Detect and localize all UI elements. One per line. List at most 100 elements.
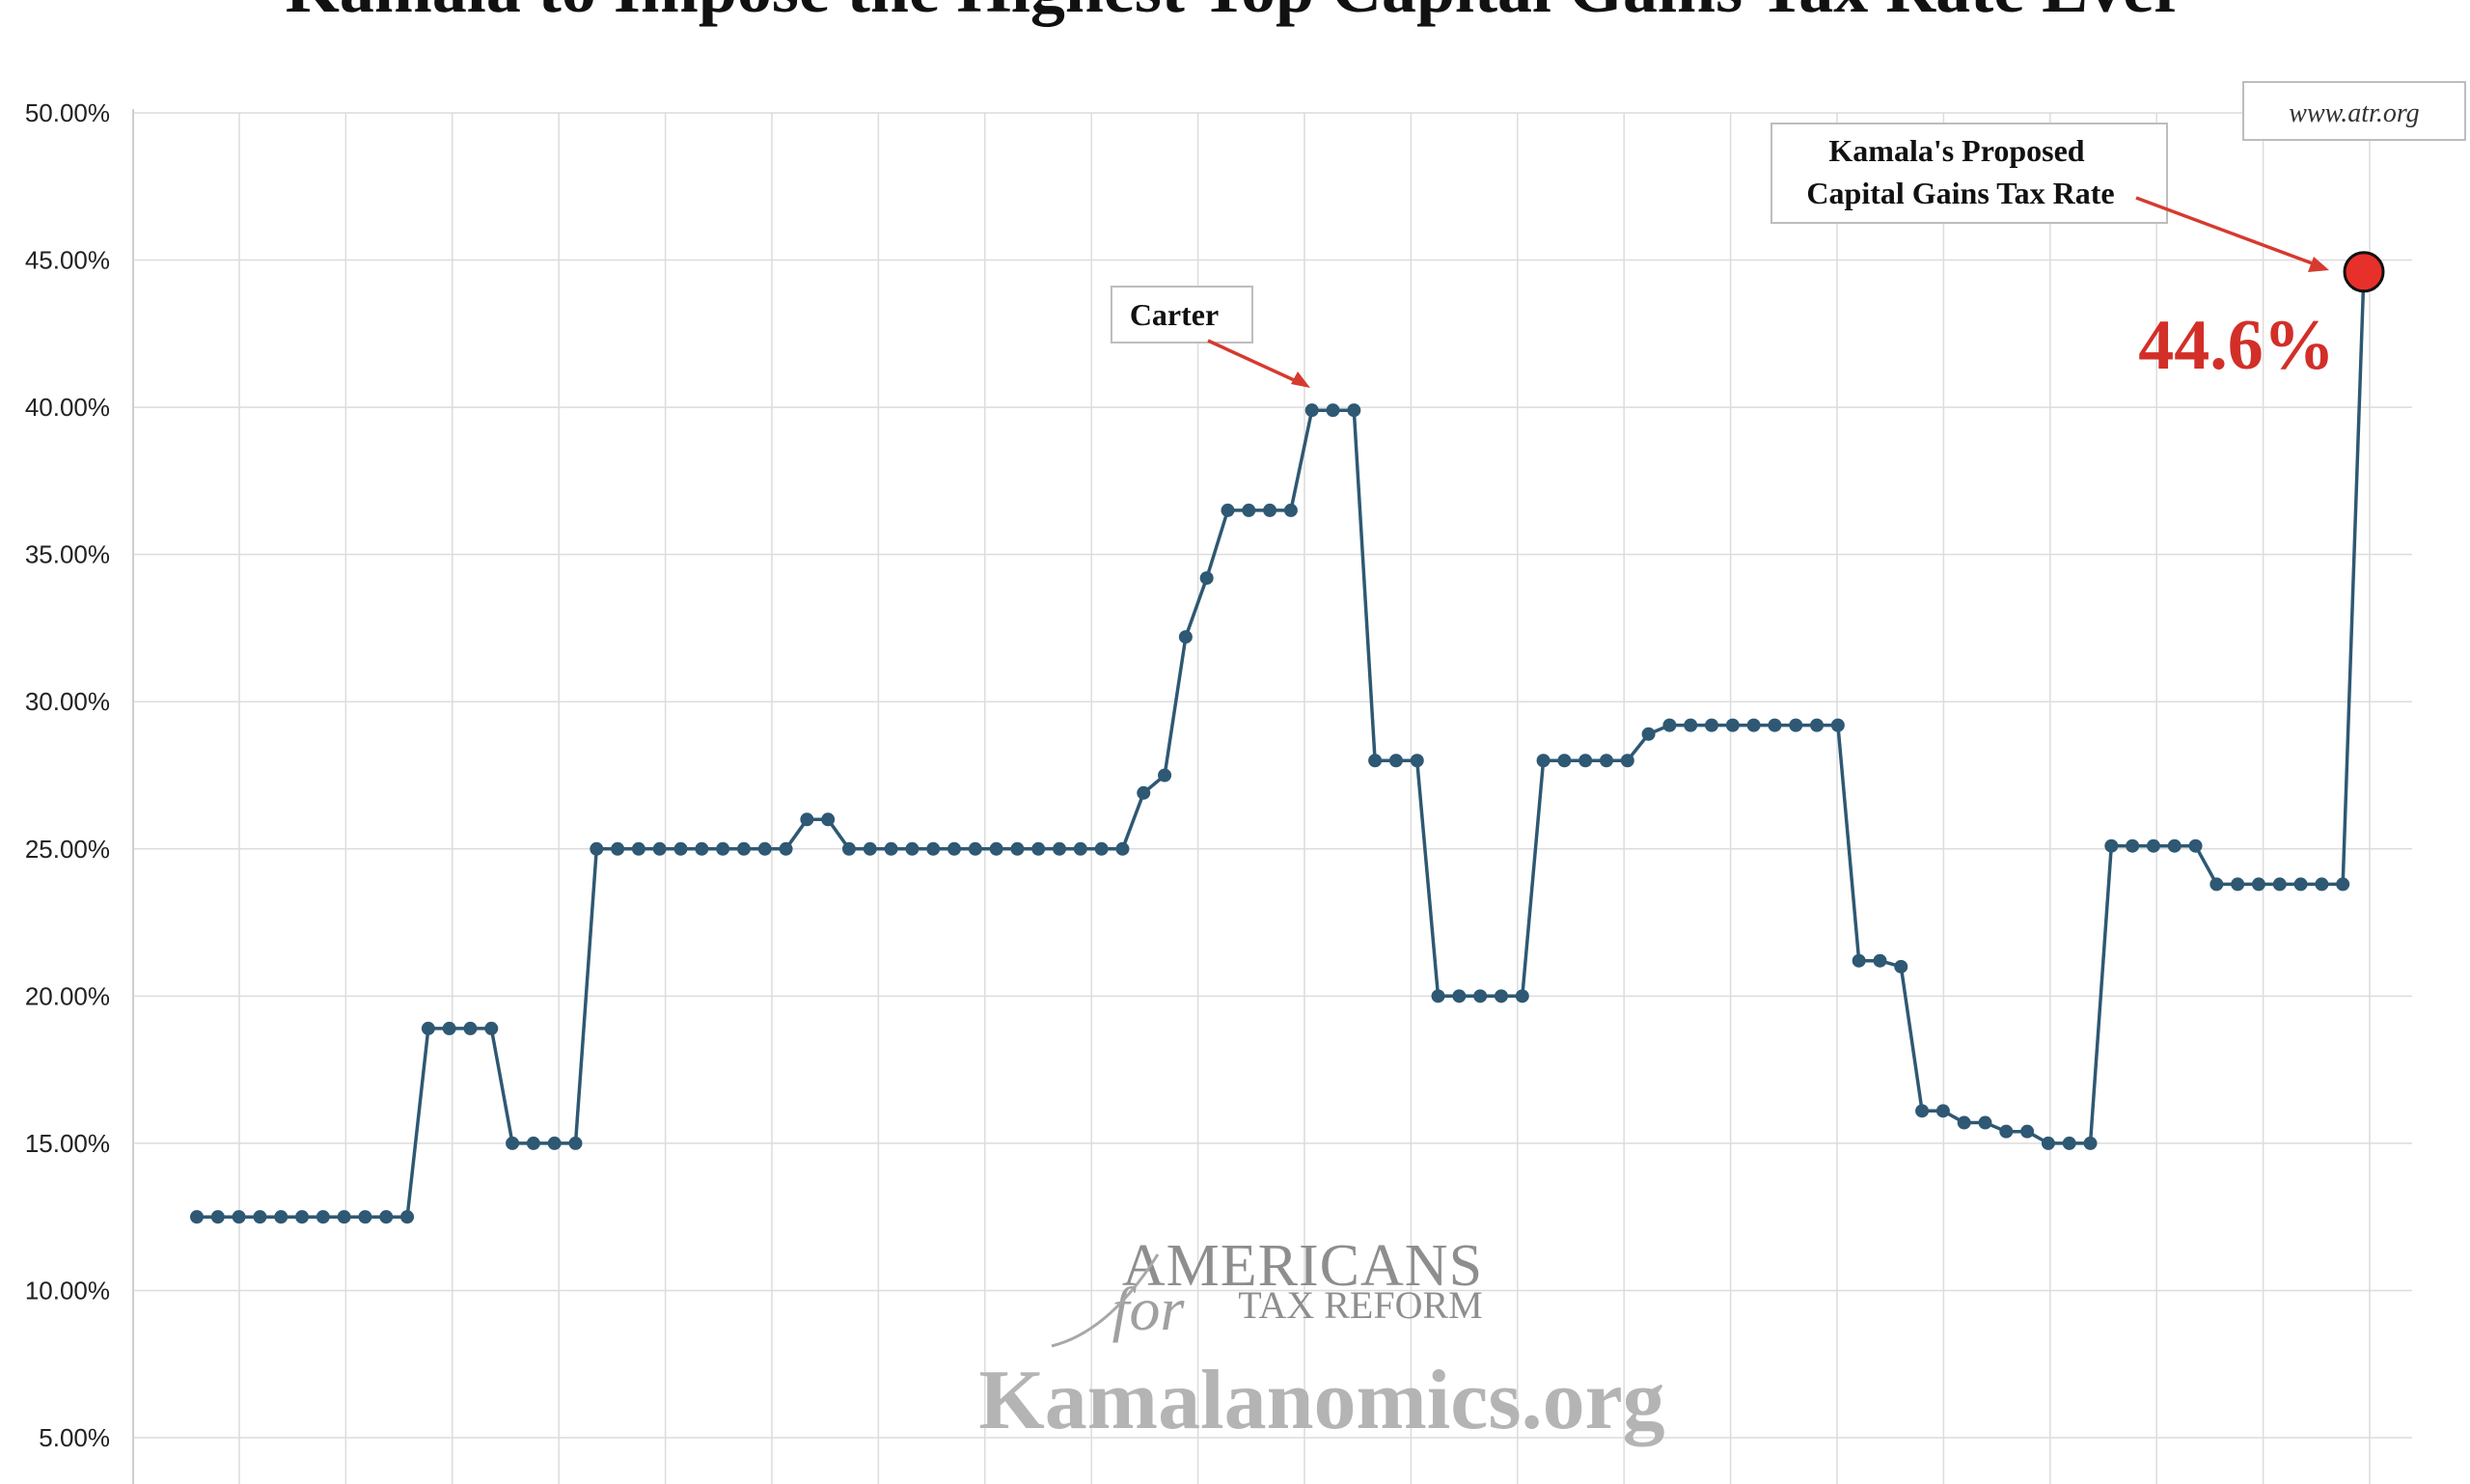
data-point — [2293, 877, 2308, 892]
data-point — [1978, 1115, 1992, 1130]
data-point — [1746, 718, 1761, 732]
data-point — [1810, 718, 1825, 732]
carter-annotation: Carter — [1111, 286, 1310, 388]
y-tick-label: 10.00% — [25, 1276, 110, 1305]
data-point — [526, 1136, 540, 1150]
data-point — [1557, 754, 1572, 768]
data-point — [2146, 838, 2160, 853]
data-point — [841, 841, 856, 856]
data-point — [190, 1210, 204, 1224]
y-tick-label: 35.00% — [25, 540, 110, 569]
data-point — [1935, 1104, 1950, 1118]
data-point — [1053, 841, 1067, 856]
data-point — [2315, 877, 2329, 892]
data-point — [1073, 841, 1087, 856]
data-point — [1725, 718, 1740, 732]
data-point — [1915, 1104, 1930, 1118]
data-point — [1388, 754, 1403, 768]
y-tick-label: 15.00% — [25, 1129, 110, 1158]
data-point — [1684, 718, 1698, 732]
chart-title: Kamala to Impose the Highest Top Capital… — [286, 0, 2184, 27]
data-point — [316, 1210, 330, 1224]
data-point — [2272, 877, 2287, 892]
data-point — [2167, 838, 2182, 853]
data-point — [1221, 503, 1235, 517]
watermark-logo: AMERICANS for TAX REFORM — [1051, 1233, 1483, 1348]
watermark-swash-icon — [1051, 1253, 1160, 1348]
data-point — [1957, 1115, 1971, 1130]
data-point — [1599, 754, 1613, 768]
data-point — [2062, 1136, 2076, 1150]
data-point — [1115, 841, 1130, 856]
proposed-box — [1770, 123, 2168, 224]
data-point — [1452, 989, 1467, 1003]
carter-arrow — [1207, 339, 1304, 386]
data-point — [884, 841, 898, 856]
data-point — [2336, 877, 2350, 892]
data-point — [611, 841, 625, 856]
carter-label: Carter — [1130, 297, 1219, 332]
data-point — [253, 1210, 267, 1224]
data-point — [2209, 877, 2224, 892]
data-point — [631, 841, 645, 856]
data-point — [1178, 630, 1193, 645]
data-point — [1263, 503, 1277, 517]
data-point — [673, 841, 688, 856]
data-point — [1283, 503, 1298, 517]
data-point — [1999, 1124, 2014, 1139]
data-point — [1894, 959, 1908, 974]
data-point — [1137, 785, 1151, 800]
data-point — [1789, 718, 1803, 732]
data-point — [1368, 754, 1383, 768]
proposed-value-label: 44.6% — [2138, 306, 2335, 385]
data-point — [1473, 989, 1488, 1003]
data-point — [2126, 838, 2140, 853]
data-point — [337, 1210, 351, 1224]
data-point — [1158, 768, 1172, 783]
y-tick-label: 45.00% — [25, 246, 110, 275]
data-point — [2231, 877, 2245, 892]
data-point — [295, 1210, 310, 1224]
watermark-org-subtitle: TAX REFORM — [1238, 1283, 1483, 1327]
data-point — [800, 812, 814, 827]
data-point — [590, 841, 604, 856]
data-point — [1515, 989, 1529, 1003]
data-point — [358, 1210, 372, 1224]
y-tick-label: 30.00% — [25, 687, 110, 716]
proposed-label-line2: Capital Gains Tax Rate — [1806, 176, 2114, 210]
y-tick-label: 5.00% — [39, 1423, 110, 1452]
proposed-label-line1: Kamala's Proposed — [1828, 133, 2084, 168]
data-point — [1326, 403, 1340, 418]
y-tick-label: 25.00% — [25, 835, 110, 864]
data-point — [442, 1021, 456, 1035]
data-point — [863, 841, 877, 856]
data-point — [716, 841, 730, 856]
data-point — [463, 1021, 478, 1035]
axis-layer: 5.00% 10.00% 15.00% 20.00% 25.00% 30.00% 35.00… — [25, 98, 134, 1484]
data-point — [1662, 718, 1677, 732]
data-point — [1873, 953, 1887, 968]
data-point — [210, 1210, 225, 1224]
data-point — [1242, 503, 1256, 517]
data-point — [1094, 841, 1109, 856]
data-point — [1410, 754, 1424, 768]
y-tick-label: 20.00% — [25, 981, 110, 1010]
data-point — [484, 1021, 499, 1035]
proposed-annotation: Kamala's Proposed Capital Gains Tax Rate… — [1770, 123, 2335, 385]
data-point — [274, 1210, 288, 1224]
data-point — [1830, 718, 1845, 732]
data-point — [2041, 1136, 2055, 1150]
data-point — [926, 841, 941, 856]
data-point — [1641, 727, 1656, 741]
data-point — [421, 1021, 435, 1035]
watermark-org-for: for — [1112, 1275, 1186, 1343]
source-box-text: www.atr.org — [2289, 98, 2419, 128]
data-point — [1494, 989, 1508, 1003]
data-point — [947, 841, 962, 856]
data-point — [1620, 754, 1634, 768]
carter-arrowhead-icon — [1291, 371, 1310, 388]
data-point — [695, 841, 709, 856]
data-point — [2083, 1136, 2098, 1150]
data-point — [506, 1136, 520, 1150]
watermark-org-name: AMERICANS — [1122, 1233, 1483, 1299]
